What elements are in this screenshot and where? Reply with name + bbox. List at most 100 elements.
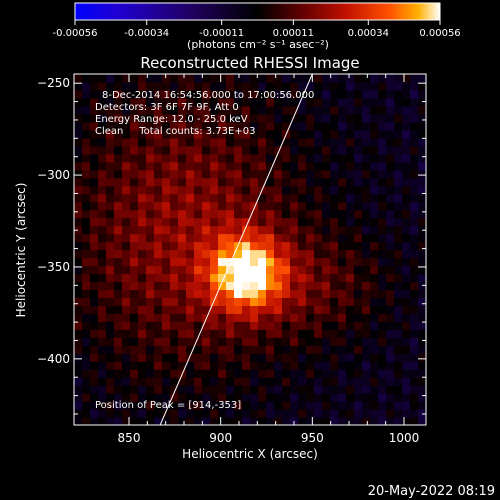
heatmap-pixel xyxy=(378,201,387,211)
heatmap-pixel xyxy=(362,97,371,107)
heatmap-pixel xyxy=(90,297,99,306)
heatmap-pixel xyxy=(298,305,307,314)
heatmap-pixel xyxy=(90,305,99,314)
x-tick-label: 950 xyxy=(301,431,324,445)
heatmap-pixel xyxy=(322,185,331,195)
heatmap-pixel xyxy=(282,329,291,338)
heatmap-pixel xyxy=(258,257,267,267)
heatmap-pixel xyxy=(218,177,227,187)
heatmap-pixel xyxy=(290,313,299,322)
heatmap-pixel xyxy=(90,153,99,163)
heatmap-pixel xyxy=(370,321,379,330)
heatmap-pixel xyxy=(274,345,283,354)
heatmap-pixel xyxy=(290,297,299,306)
heatmap-pixel xyxy=(418,161,426,171)
heatmap-pixel xyxy=(178,209,187,219)
heatmap-pixel xyxy=(234,265,243,275)
heatmap-pixel xyxy=(258,417,267,425)
heatmap-pixel xyxy=(138,217,147,227)
heatmap-pixel xyxy=(178,217,187,227)
heatmap-pixel xyxy=(290,273,299,283)
heatmap-pixel xyxy=(130,257,139,267)
heatmap-pixel xyxy=(378,417,387,425)
heatmap-pixel xyxy=(90,89,99,99)
heatmap-pixel xyxy=(306,265,315,275)
heatmap-pixel xyxy=(146,289,155,298)
heatmap-pixel xyxy=(362,313,371,322)
heatmap-pixel xyxy=(362,193,371,203)
heatmap-pixel xyxy=(362,249,371,259)
heatmap-pixel xyxy=(194,89,203,99)
heatmap-pixel xyxy=(354,169,363,179)
heatmap-pixel xyxy=(138,74,147,83)
heatmap-pixel xyxy=(250,417,259,425)
heatmap-pixel xyxy=(114,273,123,283)
heatmap-pixel xyxy=(210,201,219,211)
heatmap-pixel xyxy=(386,233,395,243)
heatmap-pixel xyxy=(274,257,283,267)
colorbar-tick-label: -0.00011 xyxy=(199,28,244,39)
heatmap-pixel xyxy=(202,177,211,187)
heatmap-pixel xyxy=(170,113,179,123)
heatmap-pixel xyxy=(394,409,403,418)
heatmap-pixel xyxy=(250,369,259,378)
heatmap-pixel xyxy=(138,265,147,275)
heatmap-pixel xyxy=(234,177,243,187)
heatmap-pixel xyxy=(114,74,123,83)
heatmap-pixel xyxy=(130,105,139,115)
heatmap-pixel xyxy=(266,289,275,298)
heatmap-pixel xyxy=(186,297,195,306)
heatmap-pixel xyxy=(378,249,387,259)
heatmap-pixel xyxy=(210,129,219,139)
heatmap-pixel xyxy=(258,153,267,163)
heatmap-pixel xyxy=(394,401,403,410)
heatmap-pixel xyxy=(170,409,179,418)
heatmap-pixel xyxy=(226,129,235,139)
annotation-time-range: 8-Dec-2014 16:54:56.000 to 17:00:56.000 xyxy=(102,90,314,101)
heatmap-pixel xyxy=(290,233,299,243)
heatmap-pixel xyxy=(330,377,339,386)
heatmap-pixel xyxy=(346,369,355,378)
heatmap-pixel xyxy=(226,249,235,259)
heatmap-pixel xyxy=(234,297,243,306)
heatmap-pixel xyxy=(90,74,99,83)
heatmap-pixel xyxy=(138,249,147,259)
heatmap-pixel xyxy=(98,81,107,91)
heatmap-pixel xyxy=(114,305,123,314)
heatmap-pixel xyxy=(274,193,283,203)
heatmap-pixel xyxy=(122,137,131,147)
heatmap-pixel xyxy=(346,209,355,219)
heatmap-pixel xyxy=(250,89,259,99)
heatmap-pixel xyxy=(242,137,251,147)
heatmap-pixel xyxy=(170,121,179,131)
heatmap-pixel xyxy=(338,233,347,243)
heatmap-pixel xyxy=(322,241,331,251)
heatmap-pixel xyxy=(330,305,339,314)
heatmap-pixel xyxy=(354,289,363,298)
heatmap-pixel xyxy=(266,89,275,99)
heatmap-pixel xyxy=(298,81,307,91)
heatmap-pixel xyxy=(242,313,251,322)
heatmap-pixel xyxy=(74,201,83,211)
heatmap-pixel xyxy=(194,265,203,275)
heatmap-pixel xyxy=(82,121,91,131)
heatmap-pixel xyxy=(186,81,195,91)
heatmap-pixel xyxy=(282,145,291,155)
heatmap-pixel xyxy=(322,401,331,410)
heatmap-pixel xyxy=(154,129,163,139)
heatmap-pixel xyxy=(82,273,91,283)
heatmap-pixel xyxy=(186,129,195,139)
heatmap-pixel xyxy=(378,161,387,171)
heatmap-pixel xyxy=(378,305,387,314)
heatmap-pixel xyxy=(194,297,203,306)
heatmap-pixel xyxy=(154,121,163,131)
heatmap-pixel xyxy=(242,337,251,346)
heatmap-pixel xyxy=(378,385,387,394)
heatmap-pixel xyxy=(186,273,195,283)
heatmap-pixel xyxy=(258,121,267,131)
heatmap-pixel xyxy=(170,225,179,235)
heatmap-pixel xyxy=(314,393,323,402)
heatmap-pixel xyxy=(82,369,91,378)
heatmap-pixel xyxy=(130,121,139,131)
heatmap-pixel xyxy=(258,209,267,219)
